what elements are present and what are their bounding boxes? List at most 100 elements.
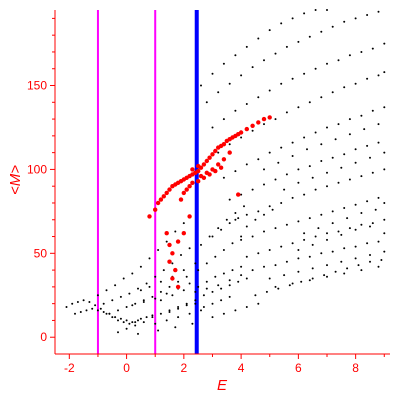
black-point-286 (277, 161, 280, 164)
black-point-111 (314, 67, 317, 70)
black-point-163 (234, 218, 237, 221)
black-point-280 (326, 171, 328, 174)
black-point-156 (308, 165, 311, 168)
black-point-173 (348, 178, 351, 181)
red-point-64 (236, 192, 241, 197)
black-point-243 (326, 264, 328, 267)
black-point-148 (383, 106, 386, 109)
black-point-213 (366, 242, 369, 245)
black-point-142 (314, 131, 317, 134)
black-point-195 (303, 238, 306, 241)
black-point-219 (231, 269, 234, 272)
black-point-94 (297, 40, 300, 43)
black-point-233 (202, 294, 205, 297)
black-point-197 (326, 232, 328, 235)
black-point-90 (251, 66, 254, 69)
black-point-145 (348, 118, 351, 121)
black-point-161 (366, 144, 369, 147)
red-point-44 (178, 197, 184, 202)
black-point-31 (122, 277, 125, 280)
black-point-58 (177, 280, 180, 283)
black-point-205 (274, 264, 277, 267)
black-point-192 (268, 249, 271, 251)
black-point-194 (291, 242, 294, 245)
black-point-122 (263, 123, 265, 126)
black-point-294 (168, 311, 171, 313)
black-point-19 (91, 307, 94, 310)
black-point-129 (343, 86, 346, 89)
black-point-291 (348, 133, 351, 136)
red-point-48 (190, 180, 195, 185)
black-point-279 (311, 176, 314, 179)
red-point-34 (267, 115, 272, 120)
black-point-73 (191, 322, 194, 325)
black-point-339 (334, 270, 337, 273)
black-point-110 (303, 72, 306, 75)
black-point-65 (168, 309, 171, 312)
black-point-54 (142, 299, 145, 302)
black-point-282 (354, 161, 357, 164)
red-point-16 (201, 162, 207, 167)
black-point-325 (188, 312, 191, 315)
red-point-43 (175, 284, 181, 290)
black-point-231 (234, 212, 237, 214)
black-point-182 (297, 220, 300, 223)
black-point-235 (220, 287, 223, 290)
red-point-20 (213, 148, 218, 154)
red-point-41 (173, 267, 178, 273)
black-point-179 (263, 230, 265, 233)
black-point-341 (357, 264, 360, 267)
black-point-130 (354, 82, 357, 85)
black-point-45 (154, 275, 157, 278)
black-point-303 (171, 294, 174, 297)
black-point-132 (377, 74, 380, 77)
black-point-91 (263, 59, 265, 62)
black-point-189 (377, 196, 380, 199)
black-point-35 (157, 249, 160, 251)
red-point-54 (227, 150, 232, 155)
x-tick-label: 8 (352, 361, 359, 375)
black-point-114 (348, 54, 351, 57)
black-point-193 (280, 245, 283, 248)
black-point-14 (145, 316, 148, 319)
black-point-44 (145, 282, 148, 285)
black-point-191 (257, 252, 260, 255)
red-point-17 (204, 158, 209, 164)
black-point-215 (197, 285, 200, 288)
black-point-0 (65, 306, 68, 308)
x-axis-label: E (217, 377, 228, 394)
black-point-95 (308, 35, 311, 38)
black-point-305 (194, 290, 197, 293)
black-point-310 (139, 289, 142, 292)
black-point-5 (94, 304, 97, 307)
black-point-323 (165, 319, 168, 322)
black-point-314 (182, 269, 185, 272)
black-point-244 (340, 260, 343, 263)
black-point-185 (331, 210, 334, 213)
black-point-308 (228, 279, 231, 282)
red-point-35 (147, 214, 152, 219)
black-point-260 (254, 218, 257, 221)
black-point-198 (337, 230, 340, 233)
black-point-143 (326, 126, 328, 129)
black-point-103 (222, 118, 225, 121)
black-point-249 (291, 282, 294, 285)
black-point-242 (311, 267, 314, 270)
black-point-162 (377, 141, 380, 144)
black-point-144 (337, 123, 340, 126)
black-point-169 (303, 193, 306, 196)
black-point-6 (99, 307, 102, 310)
black-point-38 (182, 222, 185, 225)
black-point-265 (326, 238, 328, 241)
black-point-222 (205, 262, 208, 265)
black-point-117 (383, 42, 386, 45)
black-point-229 (217, 227, 220, 230)
black-point-140 (291, 141, 294, 144)
red-point-61 (207, 172, 212, 177)
black-point-317 (142, 301, 145, 303)
black-point-253 (360, 269, 363, 272)
black-point-223 (214, 255, 217, 258)
black-point-226 (240, 235, 243, 238)
black-point-204 (263, 265, 265, 268)
red-point-2 (161, 194, 166, 199)
